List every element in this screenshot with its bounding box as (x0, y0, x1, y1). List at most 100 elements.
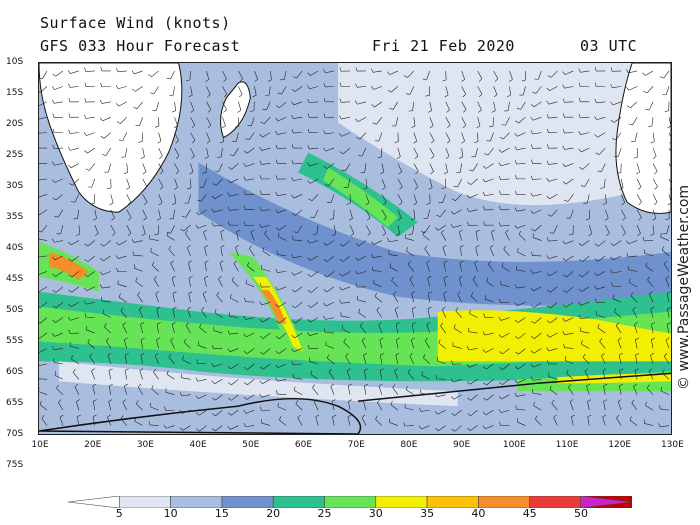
wind-barb-feather (413, 140, 418, 144)
wind-barb (461, 101, 467, 110)
wind-barb-feather (39, 91, 41, 93)
wind-barb (517, 301, 526, 306)
wind-barb (551, 402, 558, 411)
wind-barb-feather (515, 120, 519, 124)
wind-barb (39, 378, 47, 380)
wind-barb-feather (652, 156, 657, 159)
wind-barb (397, 163, 402, 172)
wind-barb (330, 194, 335, 203)
wind-barb (206, 70, 210, 80)
wind-barb-feather (358, 308, 361, 313)
wind-barb-feather (470, 292, 474, 297)
wind-barb (139, 370, 143, 380)
wind-barb-feather (107, 352, 112, 356)
wind-barb (245, 283, 255, 288)
wind-barb (326, 286, 335, 293)
wind-barb-feather (179, 410, 183, 414)
wind-barb-feather (347, 414, 352, 418)
wind-barb (378, 386, 383, 395)
wind-barb (516, 147, 526, 151)
wind-barb (516, 224, 526, 229)
wind-barb (156, 101, 159, 111)
wind-barb-feather (562, 129, 565, 134)
wind-barb (342, 240, 351, 247)
wind-barb (204, 247, 207, 257)
wind-barb (182, 409, 191, 414)
wind-barb (376, 117, 383, 125)
wind-barb-feather (667, 306, 671, 310)
wind-barb-feather (259, 224, 262, 228)
wind-barb (117, 86, 127, 90)
wind-barb (206, 132, 211, 141)
wind-barb-feather (633, 156, 638, 159)
wind-barb (134, 421, 143, 426)
wind-barb (312, 387, 319, 395)
wind-barb (489, 247, 494, 257)
wind-barb-feather (569, 233, 574, 236)
wind-barb (246, 332, 255, 338)
wind-barb (85, 316, 95, 318)
wind-barb (245, 178, 255, 181)
wind-barb (200, 194, 207, 202)
wind-barb-feather (223, 93, 228, 98)
wind-barb (229, 194, 239, 197)
wind-barb-feather (197, 199, 202, 202)
wind-barb-feather (68, 164, 72, 169)
wind-barb (393, 294, 399, 303)
wind-barb (174, 194, 177, 204)
wind-barb (445, 101, 450, 111)
wind-barb-feather (530, 130, 533, 135)
wind-barb (231, 379, 239, 386)
wind-barb (142, 178, 148, 187)
wind-barb (230, 178, 239, 183)
wind-barb (581, 147, 590, 153)
wind-barb (262, 132, 271, 138)
wind-barb-feather (634, 322, 638, 325)
wind-barb (103, 132, 111, 139)
wind-barb-feather (307, 304, 312, 308)
wind-barb-feather (163, 424, 167, 429)
wind-barb-feather (584, 368, 588, 372)
wind-barb-feather (83, 287, 88, 291)
wind-barb-feather (166, 231, 169, 236)
wind-barb (325, 332, 335, 334)
wind-barb-feather (379, 368, 384, 371)
wind-barb-feather (52, 305, 57, 309)
wind-barb-feather (378, 322, 382, 325)
wind-barb-feather (514, 284, 517, 289)
wind-barb-feather (72, 369, 76, 373)
wind-barb-feather (244, 297, 246, 302)
wind-barb (277, 147, 287, 149)
wind-barb-feather (601, 352, 605, 356)
wind-barb (651, 117, 654, 127)
wind-barb-feather (84, 114, 87, 119)
wind-barb-feather (140, 322, 145, 325)
wind-barb-feather (231, 276, 235, 281)
wind-barb (220, 247, 223, 257)
wind-barb (325, 301, 335, 307)
wind-barb (443, 262, 447, 272)
wind-barb (238, 70, 244, 79)
forecast-time: 03 UTC (580, 37, 638, 55)
wind-barb (503, 248, 510, 257)
wind-barb-feather (307, 72, 311, 76)
wind-barb-feather (68, 183, 73, 186)
wind-barb (261, 224, 271, 228)
wind-barb-feather (323, 274, 328, 278)
wind-barb (549, 271, 558, 277)
wind-barb-feather (84, 273, 88, 277)
wind-barb (440, 325, 446, 334)
wind-barb-feather (409, 275, 414, 279)
wind-barb (188, 262, 191, 272)
wind-barb (612, 271, 622, 274)
wind-barb (222, 86, 228, 95)
wind-barb-feather (404, 75, 408, 78)
wind-barb-feather (514, 319, 519, 323)
wind-barb (395, 324, 399, 334)
wind-barb-feather (647, 276, 651, 280)
wind-barb (454, 425, 462, 432)
wind-barb-feather (467, 413, 471, 417)
wind-barb-feather (155, 291, 160, 294)
wind-barb (612, 86, 622, 89)
wind-barb (172, 308, 175, 318)
